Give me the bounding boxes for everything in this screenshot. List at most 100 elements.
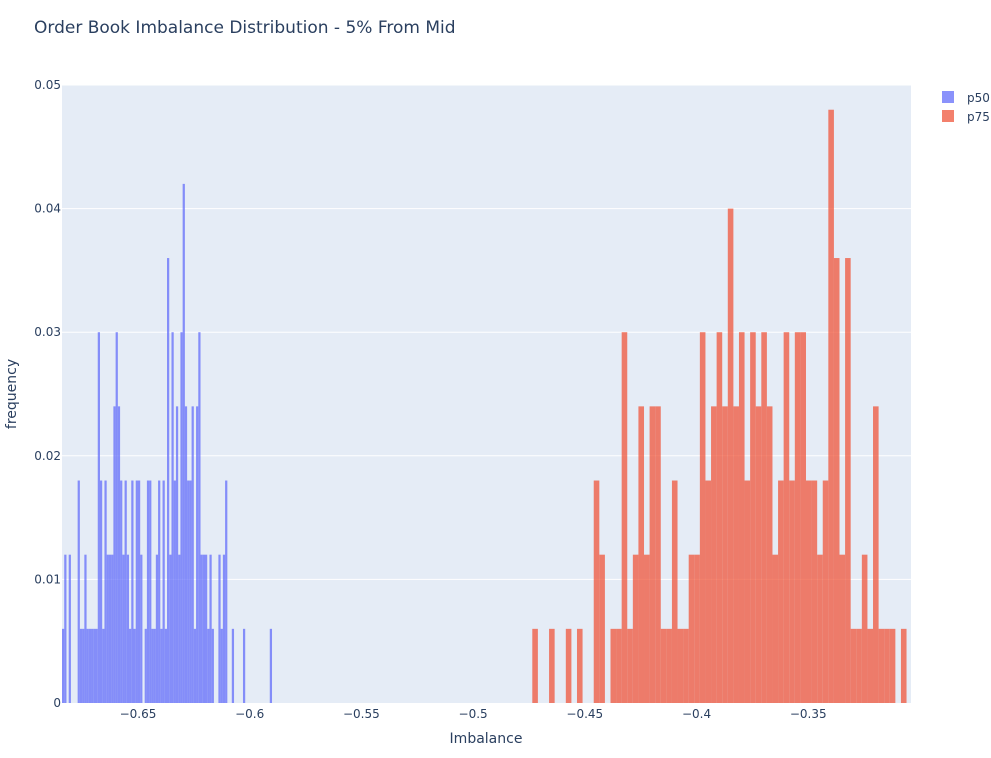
bar-p50[interactable]: [131, 480, 134, 703]
bar-p75[interactable]: [599, 554, 605, 703]
bar-p50[interactable]: [88, 628, 92, 703]
legend-item-p50[interactable]: p50: [942, 91, 990, 105]
bar-p50[interactable]: [82, 628, 85, 703]
bar-p75[interactable]: [666, 628, 672, 703]
bar-p50[interactable]: [242, 628, 246, 703]
bar-p50[interactable]: [104, 480, 107, 703]
bar-p50[interactable]: [269, 628, 273, 703]
bar-p75[interactable]: [805, 480, 812, 703]
bar-p50[interactable]: [151, 628, 154, 703]
bar-p75[interactable]: [778, 480, 784, 703]
bar-p75[interactable]: [889, 628, 896, 703]
bar-p50[interactable]: [178, 554, 181, 703]
bar-p75[interactable]: [850, 628, 857, 703]
bar-p50[interactable]: [153, 628, 156, 703]
bar-p75[interactable]: [632, 554, 639, 703]
bar-p50[interactable]: [173, 480, 176, 703]
bar-p75[interactable]: [884, 628, 890, 703]
bar-p50[interactable]: [124, 480, 127, 703]
bar-p50[interactable]: [162, 480, 165, 703]
bar-p75[interactable]: [699, 332, 706, 703]
bar-p75[interactable]: [688, 554, 695, 703]
bar-p50[interactable]: [64, 554, 67, 703]
bar-p75[interactable]: [576, 628, 583, 703]
bar-p50[interactable]: [135, 480, 138, 703]
bar-p75[interactable]: [683, 628, 689, 703]
bar-p50[interactable]: [137, 480, 141, 703]
bar-p50[interactable]: [99, 480, 103, 703]
bar-p50[interactable]: [122, 554, 125, 703]
bar-p75[interactable]: [789, 480, 795, 703]
bar-p75[interactable]: [638, 406, 645, 703]
bar-p75[interactable]: [655, 406, 661, 703]
bar-p75[interactable]: [878, 628, 885, 703]
bar-p75[interactable]: [610, 628, 617, 703]
bar-p75[interactable]: [621, 332, 628, 703]
bar-p50[interactable]: [126, 554, 130, 703]
bar-p75[interactable]: [733, 406, 739, 703]
bar-p75[interactable]: [616, 628, 622, 703]
bar-p50[interactable]: [211, 628, 214, 703]
bar-p50[interactable]: [97, 332, 100, 703]
bar-p50[interactable]: [193, 628, 197, 703]
bar-p75[interactable]: [649, 406, 656, 703]
bar-p50[interactable]: [200, 554, 203, 703]
bar-p50[interactable]: [129, 628, 132, 703]
bar-p75[interactable]: [822, 480, 829, 703]
bar-p50[interactable]: [191, 406, 194, 703]
bar-p50[interactable]: [144, 628, 147, 703]
bar-p50[interactable]: [84, 554, 87, 703]
bar-p50[interactable]: [184, 406, 188, 703]
bar-p50[interactable]: [68, 554, 71, 703]
bar-p75[interactable]: [627, 628, 633, 703]
bar-p75[interactable]: [738, 332, 745, 703]
bar-p50[interactable]: [91, 628, 94, 703]
bar-p50[interactable]: [108, 554, 112, 703]
bar-p50[interactable]: [231, 628, 235, 703]
bar-p50[interactable]: [175, 406, 179, 703]
bar-p50[interactable]: [140, 554, 143, 703]
bar-p75[interactable]: [727, 208, 734, 703]
bar-p50[interactable]: [86, 628, 89, 703]
bar-p75[interactable]: [845, 258, 851, 703]
bar-p50[interactable]: [171, 332, 174, 703]
bar-p75[interactable]: [671, 480, 678, 703]
bar-p50[interactable]: [133, 628, 136, 703]
bar-p75[interactable]: [755, 406, 762, 703]
bar-p50[interactable]: [120, 480, 123, 703]
bar-p50[interactable]: [218, 554, 221, 703]
bar-p50[interactable]: [93, 628, 96, 703]
bar-p50[interactable]: [198, 332, 201, 703]
bar-p50[interactable]: [95, 628, 98, 703]
bar-p50[interactable]: [115, 332, 118, 703]
bar-p50[interactable]: [155, 554, 159, 703]
bar-p75[interactable]: [644, 554, 650, 703]
legend-item-p75[interactable]: p75: [942, 110, 990, 124]
bar-p50[interactable]: [189, 480, 192, 703]
bar-p75[interactable]: [677, 628, 684, 703]
bar-p75[interactable]: [772, 554, 779, 703]
bar-p75[interactable]: [761, 332, 767, 703]
bar-p75[interactable]: [565, 628, 572, 703]
bar-p75[interactable]: [811, 480, 818, 703]
bar-p50[interactable]: [187, 480, 190, 703]
bar-p75[interactable]: [856, 628, 862, 703]
bar-p50[interactable]: [158, 480, 161, 703]
bar-p75[interactable]: [839, 554, 846, 703]
bar-p75[interactable]: [873, 406, 879, 703]
bar-p75[interactable]: [705, 480, 712, 703]
bar-p75[interactable]: [900, 628, 907, 703]
bar-p50[interactable]: [77, 480, 80, 703]
bar-p50[interactable]: [106, 554, 109, 703]
bar-p50[interactable]: [222, 554, 226, 703]
bar-p50[interactable]: [169, 554, 172, 703]
bar-p50[interactable]: [111, 554, 114, 703]
bar-p50[interactable]: [207, 628, 210, 703]
bar-p75[interactable]: [722, 406, 728, 703]
bar-p50[interactable]: [204, 554, 208, 703]
bar-p50[interactable]: [225, 480, 228, 703]
bar-p75[interactable]: [783, 332, 790, 703]
bar-p75[interactable]: [828, 109, 834, 704]
bar-p50[interactable]: [196, 406, 199, 703]
bar-p75[interactable]: [660, 628, 667, 703]
